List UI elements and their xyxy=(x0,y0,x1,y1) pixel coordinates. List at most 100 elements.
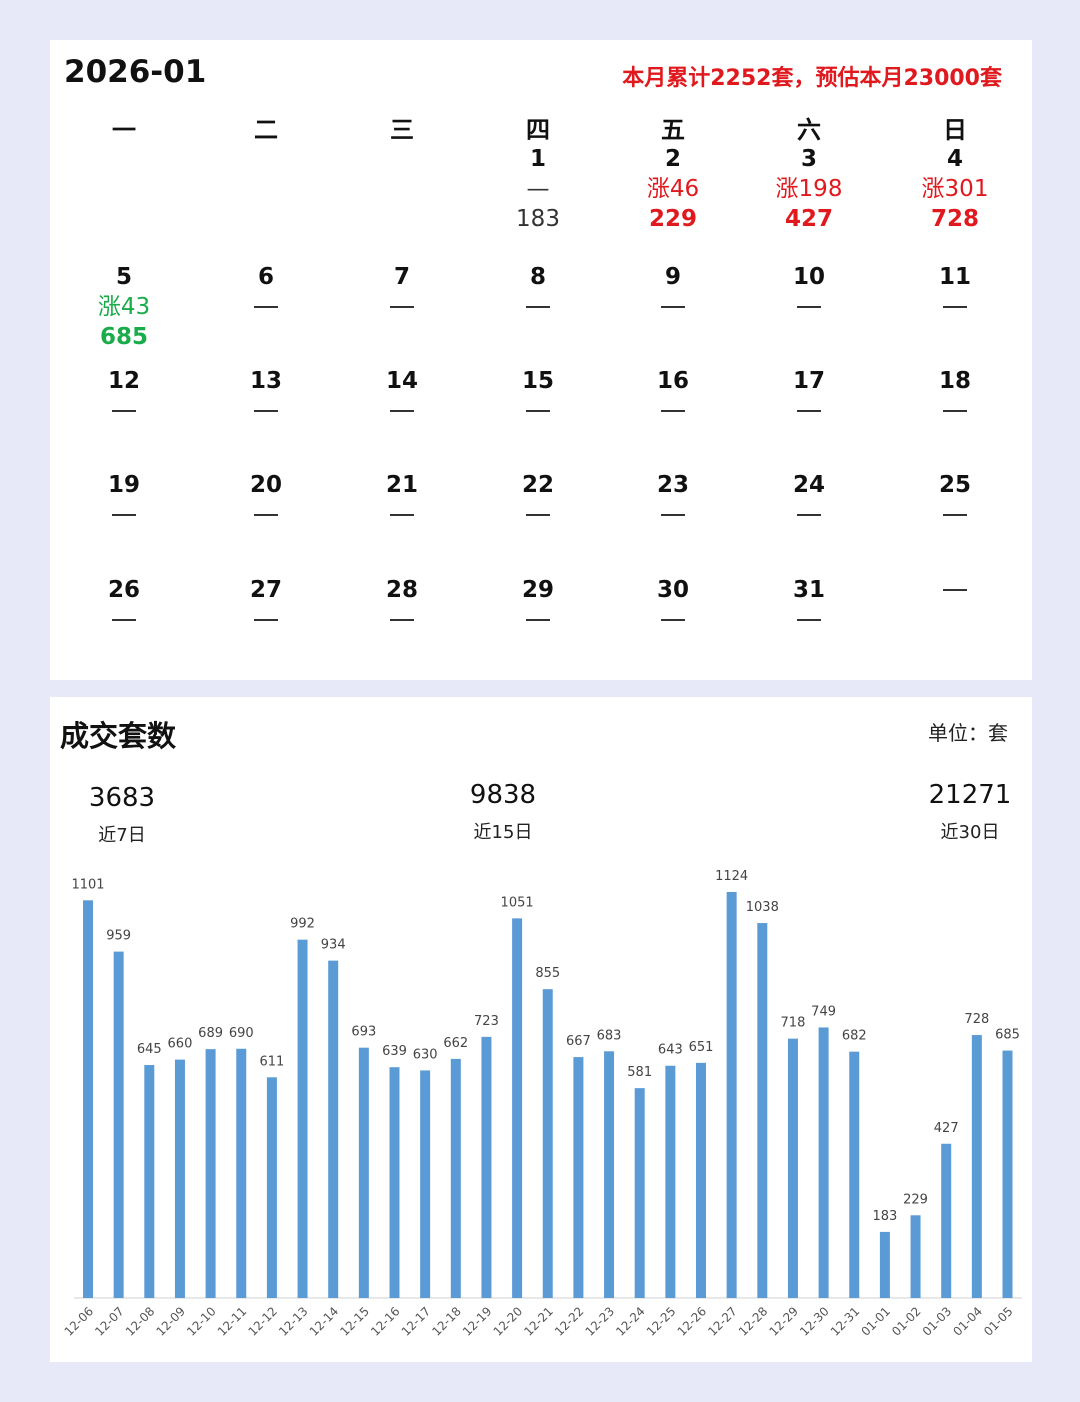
day-number: 17 xyxy=(792,368,825,394)
no-data-dash xyxy=(390,410,414,412)
chart-panel: 成交套数 单位：套 3683 近7日 9838 近15日 21271 近30日 … xyxy=(50,697,1032,1362)
bar xyxy=(879,1231,890,1298)
day-number: 13 xyxy=(249,368,282,394)
day-number: 9 xyxy=(664,264,681,290)
calendar-day-cell: 29 xyxy=(478,575,598,621)
bar xyxy=(573,1057,584,1298)
x-tick-label: 12-30 xyxy=(797,1304,832,1339)
bar-value-label: 683 xyxy=(597,1028,622,1043)
bar xyxy=(297,939,308,1298)
bar xyxy=(328,960,339,1298)
day-number: 4 xyxy=(946,146,963,172)
x-tick-label: 12-09 xyxy=(154,1304,189,1339)
bar-value-label: 693 xyxy=(351,1025,376,1040)
x-tick-label: 12-13 xyxy=(276,1304,311,1339)
bar-value-label: 1038 xyxy=(746,900,779,915)
stat-15d-value: 9838 xyxy=(469,780,537,810)
bar-value-label: 639 xyxy=(382,1044,407,1059)
bar-value-label: 651 xyxy=(689,1040,714,1055)
no-data-dash xyxy=(797,514,821,516)
calendar-day-cell: 23 xyxy=(613,470,733,516)
calendar-day-cell: 15 xyxy=(478,366,598,412)
calendar-day-cell: 2 涨46 229 xyxy=(613,144,733,234)
day-volume: 685 xyxy=(99,324,148,350)
stat-7d-label: 近7日 xyxy=(98,825,146,846)
bar xyxy=(910,1215,921,1298)
no-data-dash xyxy=(797,619,821,621)
bar xyxy=(726,892,737,1298)
no-data-dash xyxy=(254,619,278,621)
no-data-dash xyxy=(112,410,136,412)
bar xyxy=(634,1088,645,1298)
bar xyxy=(849,1051,860,1298)
bar-value-label: 183 xyxy=(872,1209,897,1224)
day-number: 19 xyxy=(107,472,140,498)
no-data-dash xyxy=(526,514,550,516)
bar-value-label: 1101 xyxy=(71,877,104,892)
bar xyxy=(236,1048,247,1298)
bar xyxy=(665,1065,676,1298)
calendar-day-cell: 9 xyxy=(613,262,733,308)
bar xyxy=(266,1077,277,1298)
bar xyxy=(1002,1050,1013,1298)
bar-value-label: 855 xyxy=(535,966,560,981)
calendar-day-cell: 17 xyxy=(749,366,869,412)
calendar-day-cell: 21 xyxy=(342,470,462,516)
x-tick-label: 12-24 xyxy=(613,1304,648,1339)
calendar-day-cell: 18 xyxy=(895,366,1015,412)
stat-7d: 3683 近7日 xyxy=(72,783,172,847)
x-tick-label: 12-21 xyxy=(521,1304,556,1339)
unit-label: 单位：套 xyxy=(928,721,1008,745)
bar-value-label: 667 xyxy=(566,1034,591,1049)
bar-value-label: 685 xyxy=(995,1028,1020,1043)
no-data-dash xyxy=(390,306,414,308)
bar-value-label: 682 xyxy=(842,1029,867,1044)
calendar-day-cell: 30 xyxy=(613,575,733,621)
x-tick-label: 12-06 xyxy=(62,1304,97,1339)
bar xyxy=(113,951,124,1298)
bar xyxy=(941,1143,952,1298)
x-tick-label: 12-12 xyxy=(245,1304,280,1339)
no-data-dash xyxy=(797,306,821,308)
stat-30d-value: 21271 xyxy=(928,780,1012,810)
bar xyxy=(787,1038,798,1298)
day-number: 30 xyxy=(656,577,689,603)
day-volume: 229 xyxy=(648,206,697,232)
month-summary: 本月累计2252套，预估本月23000套 xyxy=(622,66,1002,91)
bar xyxy=(604,1051,615,1298)
x-tick-label: 12-18 xyxy=(429,1304,464,1339)
calendar-day-cell: 14 xyxy=(342,366,462,412)
no-data-dash xyxy=(943,589,967,591)
day-number: 8 xyxy=(529,264,546,290)
calendar-day-cell: 20 xyxy=(206,470,326,516)
bar-value-label: 611 xyxy=(259,1054,284,1069)
day-change: 183 xyxy=(516,206,560,232)
day-number: 6 xyxy=(257,264,274,290)
calendar-day-cell: 5 涨43 685 xyxy=(64,262,184,352)
bar-value-label: 645 xyxy=(137,1042,162,1057)
weekday-header: 日 xyxy=(943,116,967,144)
day-number: 14 xyxy=(385,368,418,394)
calendar-day-cell: 27 xyxy=(206,575,326,621)
bar xyxy=(174,1059,185,1298)
x-tick-label: 12-08 xyxy=(123,1304,158,1339)
chart-title: 成交套数 xyxy=(60,719,177,753)
bar-value-label: 959 xyxy=(106,929,131,944)
x-tick-label: 12-23 xyxy=(583,1304,618,1339)
day-number: 26 xyxy=(107,577,140,603)
day-number: 12 xyxy=(107,368,140,394)
no-data-dash xyxy=(526,410,550,412)
day-number: 18 xyxy=(938,368,971,394)
weekday-header: 四 xyxy=(526,116,550,144)
x-tick-label: 01-05 xyxy=(981,1304,1016,1339)
bar xyxy=(389,1067,400,1298)
x-tick-label: 12-07 xyxy=(92,1304,127,1339)
bar xyxy=(205,1049,216,1298)
bar-value-label: 728 xyxy=(964,1012,989,1027)
stat-30d: 21271 近30日 xyxy=(906,780,1034,844)
bar xyxy=(450,1058,461,1298)
day-number: 31 xyxy=(792,577,825,603)
calendar-day-cell: 7 xyxy=(342,262,462,308)
bar xyxy=(818,1027,829,1298)
no-data-dash xyxy=(943,514,967,516)
